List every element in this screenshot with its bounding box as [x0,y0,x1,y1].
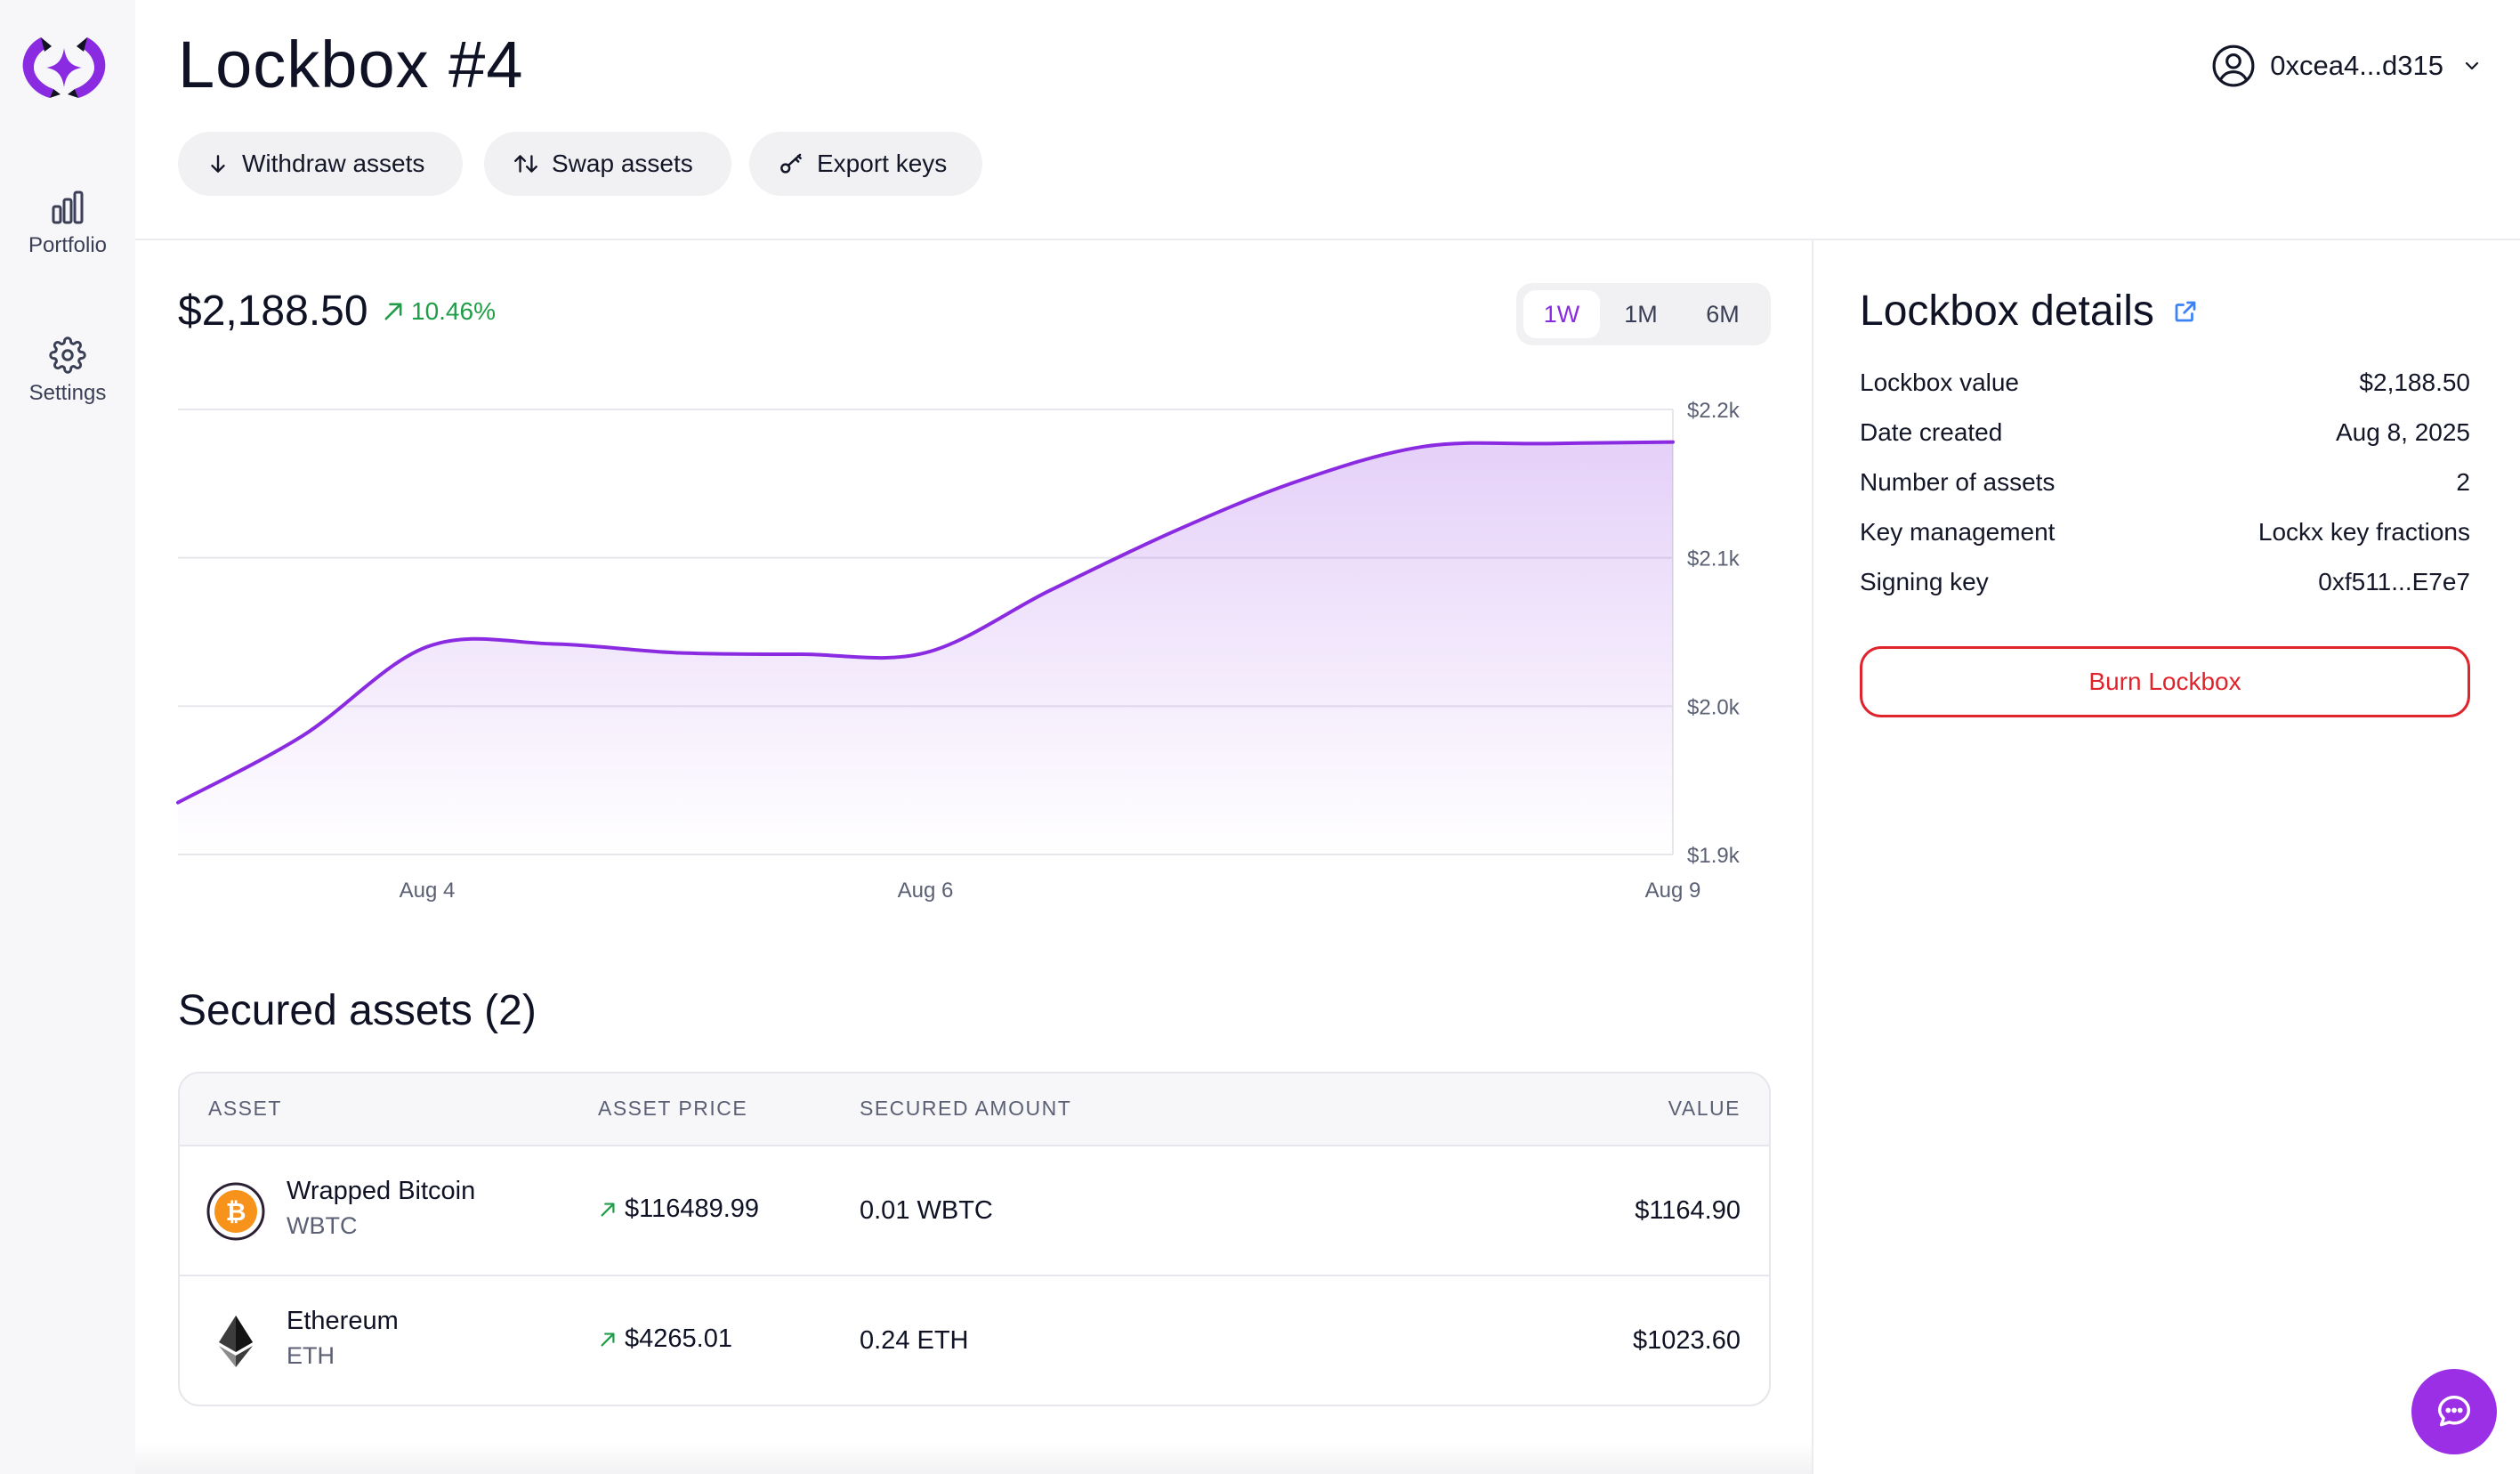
detail-row-key-management: Key management Lockx key fractions [1860,518,2470,554]
svg-text:₿: ₿ [226,1197,246,1227]
arrow-down-icon [211,155,225,173]
detail-label: Lockbox value [1860,368,2020,396]
asset-symbol: ETH [287,1342,335,1369]
assets-table: ASSET ASSET PRICE SECURED AMOUNT VALUE ₿… [178,1072,1771,1406]
time-range-selector: 1W 1M 6M [1516,283,1771,345]
asset-value: $1023.60 [1633,1326,1741,1355]
column-header-value: VALUE [1668,1097,1741,1120]
asset-value: $1164.90 [1635,1196,1741,1225]
withdraw-assets-button[interactable]: Withdraw assets [178,132,463,196]
account-address: 0xcea4...d315 [2270,50,2443,81]
external-link-icon[interactable] [2172,298,2199,325]
range-tab-1m[interactable]: 1M [1624,300,1658,328]
asset-amount: 0.24 ETH [860,1326,969,1355]
range-tab-1w[interactable]: 1W [1523,290,1600,338]
detail-value: Aug 8, 2025 [2335,418,2470,446]
bar-chart-icon [52,190,84,224]
asset-price: $4265.01 [598,1324,732,1354]
gear-icon [49,336,86,374]
trend-up-icon [601,1202,615,1217]
page-title: Lockbox #4 [178,28,524,101]
export-keys-button[interactable]: Export keys [749,132,982,196]
asset-price-value: $116489.99 [625,1195,760,1223]
column-header-price: ASSET PRICE [598,1097,748,1120]
value-change-percent: 10.46% [411,297,496,325]
lockbox-details-panel: Lockbox details Lockbox value $2,188.50 … [1812,240,2520,1474]
asset-name: Ethereum [287,1307,399,1335]
sidebar-item-portfolio[interactable]: Portfolio [0,189,135,258]
details-title: Lockbox details [1860,287,2199,336]
trend-up-icon [601,1332,615,1347]
table-header: ASSET ASSET PRICE SECURED AMOUNT VALUE [180,1073,1769,1146]
detail-label: Number of assets [1860,468,2056,496]
asset-name: Wrapped Bitcoin [287,1177,476,1205]
value-chart: $2.2k $2.1k $2.0k $1.9k Aug 4 Aug 6 Aug 9 [176,399,1741,903]
chart-series-line [176,440,1675,805]
details-title-text: Lockbox details [1860,288,2154,335]
bitcoin-icon: ₿ [206,1182,265,1241]
sidebar-item-settings[interactable]: Settings [0,336,135,406]
trend-up-icon [384,303,402,320]
column-header-asset: ASSET [208,1097,282,1120]
sidebar: Portfolio Settings [0,0,135,1474]
page-header: Lockbox #4 Withdraw assets Swap assets E… [135,0,2520,240]
value-change: 10.46% [381,297,496,326]
y-tick-label: $2.1k [1687,547,1741,571]
detail-row-date-created: Date created Aug 8, 2025 [1860,418,2470,454]
detail-row-signing-key: Signing key 0xf511...E7e7 [1860,568,2470,603]
swap-arrows-icon [514,155,537,173]
asset-symbol: WBTC [287,1212,358,1239]
key-icon [780,153,802,174]
range-tab-6m[interactable]: 6M [1706,300,1740,328]
scroll-fade [135,1442,1812,1474]
burn-lockbox-button[interactable]: Burn Lockbox [1860,646,2470,717]
detail-value[interactable]: 0xf511...E7e7 [2318,568,2470,595]
asset-price: $116489.99 [598,1195,759,1224]
sidebar-item-label: Settings [28,381,107,405]
secured-assets-title: Secured assets (2) [178,987,537,1034]
swap-assets-button[interactable]: Swap assets [484,132,731,196]
portfolio-value: $2,188.50 [178,288,368,335]
y-tick-label: $2.2k [1687,399,1741,423]
sidebar-item-label: Portfolio [28,233,108,257]
chat-button[interactable] [2411,1369,2497,1454]
lockx-logo[interactable] [18,32,110,103]
detail-label: Key management [1860,518,2056,546]
swap-assets-label: Swap assets [552,150,693,177]
detail-label: Signing key [1860,568,1989,595]
table-row[interactable]: Ethereum ETH $4265.01 0.24 ETH $1023.60 [180,1276,1769,1405]
detail-value: $2,188.50 [2359,368,2470,396]
x-tick-label: Aug 9 [1645,879,1701,903]
user-avatar-icon [2212,45,2255,87]
export-keys-label: Export keys [817,150,948,177]
detail-value: 2 [2456,468,2470,496]
asset-amount: 0.01 WBTC [860,1196,993,1225]
detail-label: Date created [1860,418,2003,446]
y-tick-label: $1.9k [1687,844,1741,868]
ethereum-icon [219,1316,253,1367]
chart-area-fill [178,441,1673,854]
withdraw-assets-label: Withdraw assets [242,150,425,177]
account-menu[interactable]: 0xcea4...d315 [2211,41,2483,91]
asset-price-value: $4265.01 [625,1324,732,1353]
x-tick-label: Aug 4 [400,879,456,903]
y-tick-label: $2.0k [1687,695,1741,719]
detail-row-number-of-assets: Number of assets 2 [1860,468,2470,504]
detail-value: Lockx key fractions [2258,518,2470,546]
detail-row-lockbox-value: Lockbox value $2,188.50 [1860,368,2470,404]
chevron-down-icon [2465,61,2479,70]
chat-bubble-icon [2437,1395,2471,1427]
table-row[interactable]: ₿ Wrapped Bitcoin WBTC $116489.99 0.01 W… [180,1146,1769,1276]
x-tick-label: Aug 6 [898,879,954,903]
column-header-amount: SECURED AMOUNT [860,1097,1072,1120]
